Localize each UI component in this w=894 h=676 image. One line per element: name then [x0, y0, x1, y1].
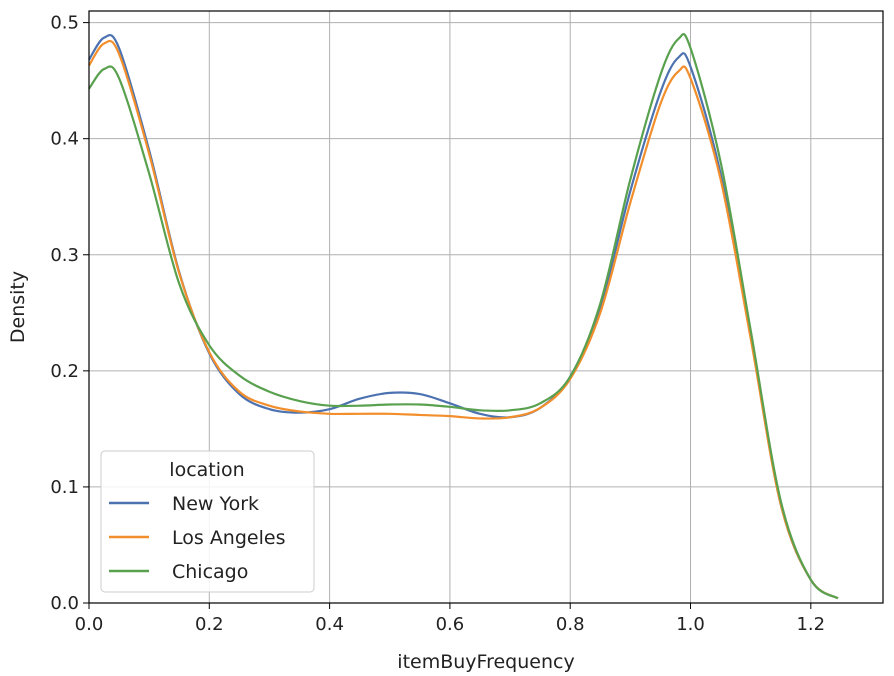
legend-label-new-york: New York [172, 493, 259, 515]
y-tick-label: 0.4 [50, 129, 79, 150]
x-axis-label: itemBuyFrequency [397, 651, 574, 673]
axis-ticks: 0.0 0.2 0.4 0.6 0.8 1.0 1.2 0.0 0.1 0.2 0.3 0.4 0.5 [50, 13, 825, 635]
plot-frame [88, 10, 884, 604]
y-tick-label: 0.3 [50, 245, 79, 266]
series-lines [88, 33, 839, 600]
x-tick-label: 0.8 [556, 614, 585, 635]
x-tick-label: 0.2 [195, 614, 224, 635]
x-tick-label: 1.0 [676, 614, 705, 635]
series-line-los-angeles [88, 40, 839, 600]
x-tick-label: 0.4 [315, 614, 344, 635]
y-tick-label: 0.5 [50, 13, 79, 34]
x-tick-label: 0.6 [436, 614, 465, 635]
y-axis-label: Density [7, 271, 29, 343]
legend-box [100, 450, 315, 593]
y-tick-label: 0.0 [50, 593, 79, 614]
legend: location New York Los Angeles Chicago [100, 450, 315, 593]
legend-title: location [169, 459, 244, 481]
x-tick-label: 0.0 [75, 614, 104, 635]
y-tick-label: 0.1 [50, 477, 79, 498]
y-tick-label: 0.2 [50, 361, 79, 382]
x-tick-label: 1.2 [796, 614, 825, 635]
series-line-chicago [88, 33, 839, 600]
grid-lines [88, 11, 883, 604]
legend-label-chicago: Chicago [172, 561, 248, 583]
legend-entries: New York Los Angeles Chicago [109, 493, 285, 583]
legend-label-los-angeles: Los Angeles [172, 527, 285, 549]
